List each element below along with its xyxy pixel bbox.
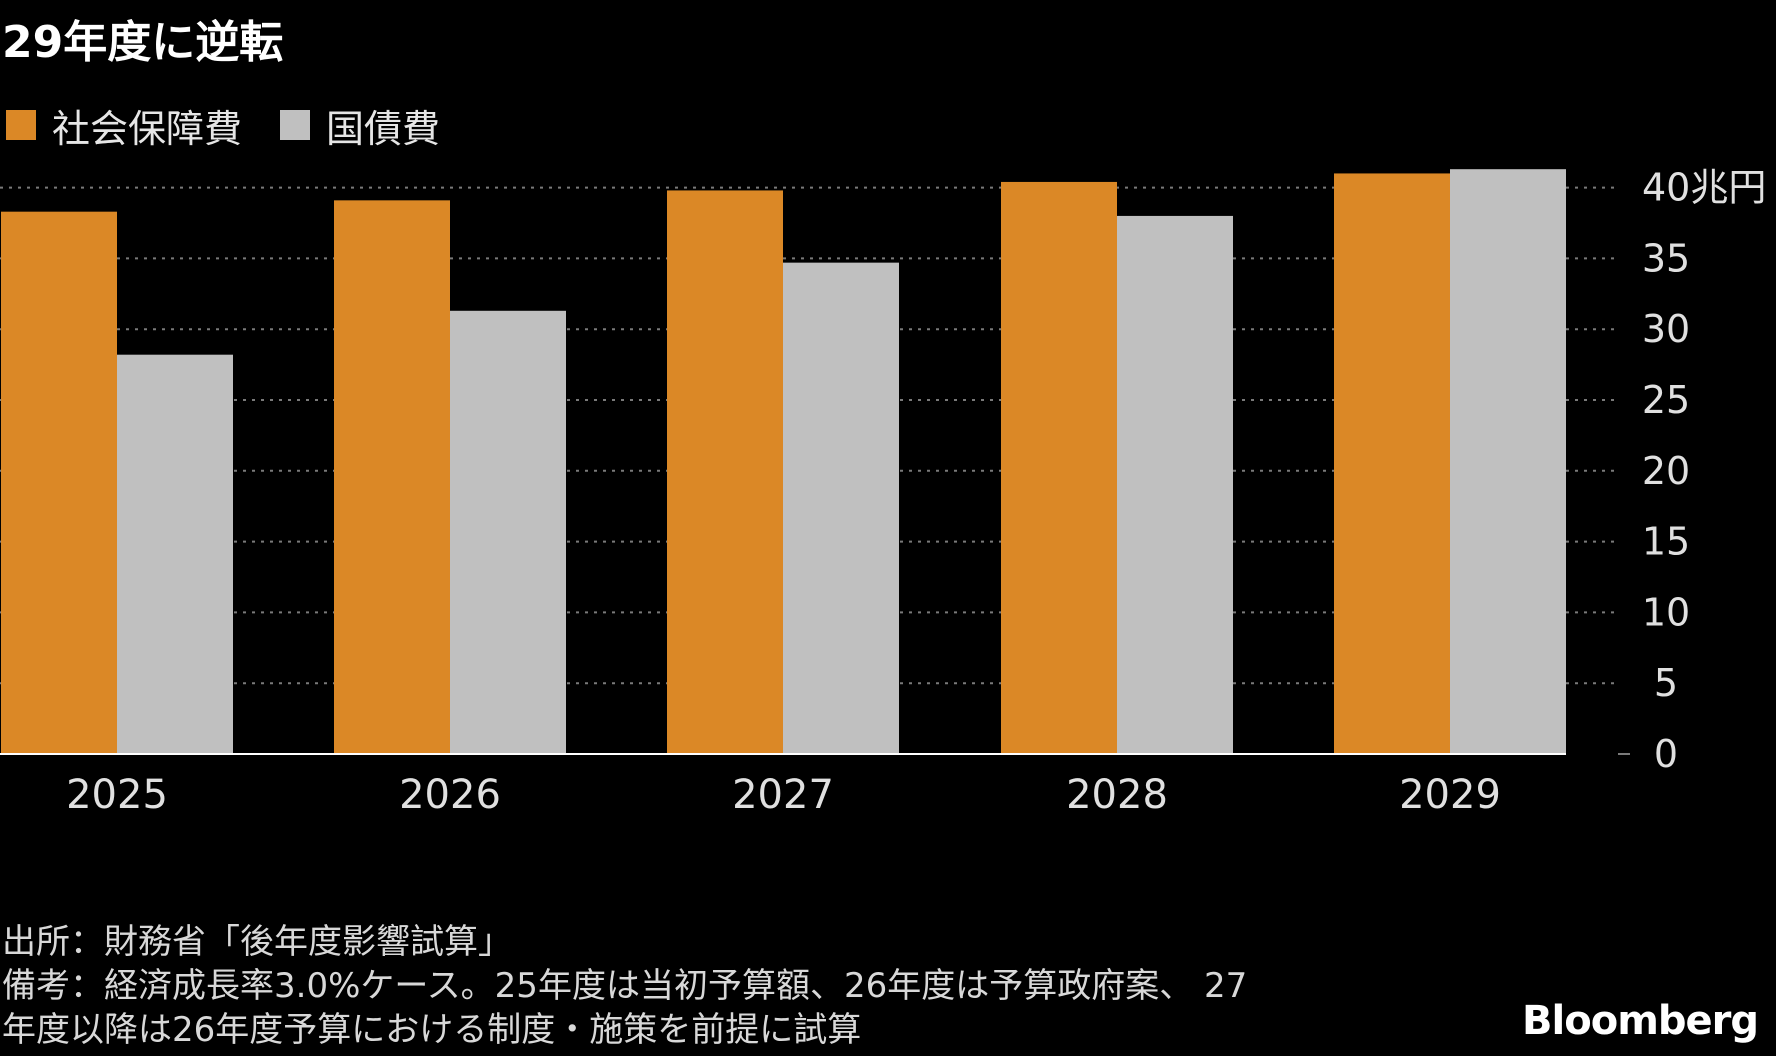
bar-2029-debt-service (1450, 169, 1566, 754)
y-tick-label-40: 40兆円 (1642, 166, 1766, 210)
y-tick-label-5: 5 (1654, 661, 1678, 705)
legend-item-debt-service: 国債費 (280, 98, 440, 153)
remark-line-2: 年度以降は26年度予算における制度・施策を前提に試算 (2, 1010, 862, 1050)
y-tick-label-25: 25 (1642, 378, 1690, 422)
y-tick-label-10: 10 (1642, 590, 1690, 634)
bar-2029-social-security (1334, 173, 1450, 754)
x-tick-label-2025: 2025 (66, 772, 168, 818)
legend-label-debt-service: 国債費 (326, 106, 441, 151)
bar-2028-social-security (1001, 181, 1117, 754)
y-tick-label-0: 0 (1654, 732, 1678, 776)
bar-2025-social-security (1, 211, 117, 754)
y-tick-label-20: 20 (1642, 449, 1690, 493)
bar-2027-social-security (667, 190, 783, 754)
y-tick-label-15: 15 (1642, 520, 1690, 564)
x-tick-label-2027: 2027 (732, 772, 834, 818)
legend: 社会保障費 国債費 (6, 98, 478, 153)
bars-layer (1, 169, 1566, 755)
legend-item-social-security: 社会保障費 (6, 98, 242, 153)
chart-title: 29年度に逆転 (2, 17, 284, 68)
grid-layer (0, 186, 1630, 755)
legend-label-social-security: 社会保障費 (52, 106, 243, 151)
x-tick-label-2028: 2028 (1066, 772, 1168, 818)
bar-2028-debt-service (1117, 215, 1233, 755)
bar-2025-debt-service (117, 354, 233, 754)
y-tick-label-30: 30 (1642, 307, 1690, 351)
footer: 出所：財務省「後年度影響試算」 備考：経済成長率3.0%ケース。25年度は当初予… (2, 920, 1247, 1052)
bar-2026-social-security (334, 200, 450, 754)
y-tick-label-35: 35 (1642, 236, 1690, 280)
x-tick-label-2026: 2026 (399, 772, 501, 818)
legend-swatch-social-security (6, 110, 36, 140)
bloomberg-logo: Bloomberg (1522, 998, 1759, 1044)
source-note: 出所：財務省「後年度影響試算」 (2, 922, 512, 962)
bar-2026-debt-service (450, 310, 566, 754)
remark-line-1: 備考：経済成長率3.0%ケース。25年度は当初予算額、26年度は予算政府案、 2… (2, 966, 1248, 1006)
legend-swatch-debt-service (280, 110, 311, 140)
x-tick-label-2029: 2029 (1399, 772, 1501, 818)
bar-2027-debt-service (783, 262, 899, 754)
